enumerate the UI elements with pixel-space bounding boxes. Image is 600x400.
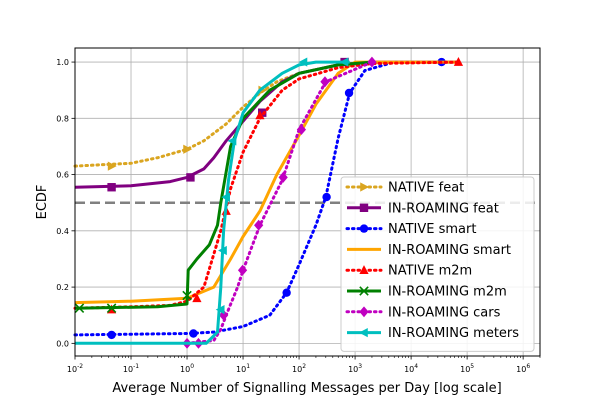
data-point [218,245,227,256]
y-tick-label: 0.6 [56,171,69,180]
legend-entry: NATIVE feat [345,181,464,196]
legend-marker [359,306,369,318]
data-point [189,329,198,338]
series-layer [73,56,464,349]
y-axis-title: ECDF [35,185,50,220]
data-point [255,110,265,120]
x-tick-label: 104 [404,363,418,374]
data-point [453,57,464,66]
data-point [192,293,202,303]
legend-label: IN-ROAMING m2m [388,285,507,300]
legend-marker [358,327,368,338]
y-tick-label: 1.0 [56,58,69,67]
x-tick-label: 10-1 [123,363,139,374]
data-point [107,330,116,340]
plot-area-frame [74,47,541,357]
x-tick-label: 100 [180,363,194,374]
y-tick-label: 0.8 [56,114,69,123]
data-point [258,108,267,117]
data-point [107,183,116,192]
y-tick-label: 0.2 [56,283,69,292]
legend-label: IN-ROAMING smart [388,243,511,258]
legend-label: IN-ROAMING feat [388,201,499,216]
data-point [221,192,230,202]
series-in-roaming-m2m [74,60,373,313]
x-tick-label: 106 [516,363,530,374]
legend-label: NATIVE m2m [388,264,472,279]
data-point [74,303,85,313]
y-tick-label: 0.4 [56,227,69,236]
data-point [183,144,193,154]
x-tick-label: 102 [292,363,306,374]
data-point [237,264,248,276]
data-point [282,288,291,297]
legend-entry: NATIVE smart [345,222,476,237]
legend-label: IN-ROAMING cars [388,305,501,320]
x-tick-label: 105 [460,363,474,374]
legend-entry: NATIVE m2m [345,264,472,279]
data-point [215,304,225,315]
legend-marker [359,203,369,212]
data-point [320,76,330,88]
legend-marker [360,182,370,192]
data-point [296,124,307,136]
legend-label: NATIVE feat [388,181,464,196]
x-tick-label: 103 [348,363,362,374]
legend-label: NATIVE smart [388,222,476,237]
legend-entry: IN-ROAMING cars [345,305,501,320]
data-point [339,57,349,67]
legend-entry: IN-ROAMING feat [347,201,499,216]
data-point [254,219,264,231]
series-in-roaming-meters [75,57,350,345]
legend: NATIVE feat IN-ROAMING feat NATIVE smart IN… [340,176,535,352]
data-point [278,171,288,183]
data-point [344,88,354,98]
series-line [73,60,460,168]
legend-box [340,176,535,352]
x-tick-label: 10-2 [67,363,83,374]
y-tick-label: 0.0 [56,339,69,348]
legend-entry: IN-ROAMING smart [347,243,511,258]
data-point [322,192,331,202]
legend-marker [359,265,369,274]
legend-label: IN-ROAMING meters [388,326,519,341]
x-axis-title: Average Number of Signalling Messages pe… [112,381,501,396]
legend-entry: IN-ROAMING m2m [347,285,507,300]
data-point [107,161,117,171]
data-point [367,56,377,68]
legend-marker [359,224,369,233]
axis-ticks: 10-2 10-1 100 101 102 103 104 105 106 0.0 0.2 0.4 0.… [56,58,541,374]
data-point [106,303,117,313]
data-point [182,290,192,301]
data-point [186,173,195,182]
legend-entry: IN-ROAMING meters [347,326,519,341]
legend-marker [359,286,369,296]
series-line [74,60,373,310]
data-point [227,136,237,146]
x-tick-label: 101 [236,363,250,374]
data-point [298,57,308,67]
